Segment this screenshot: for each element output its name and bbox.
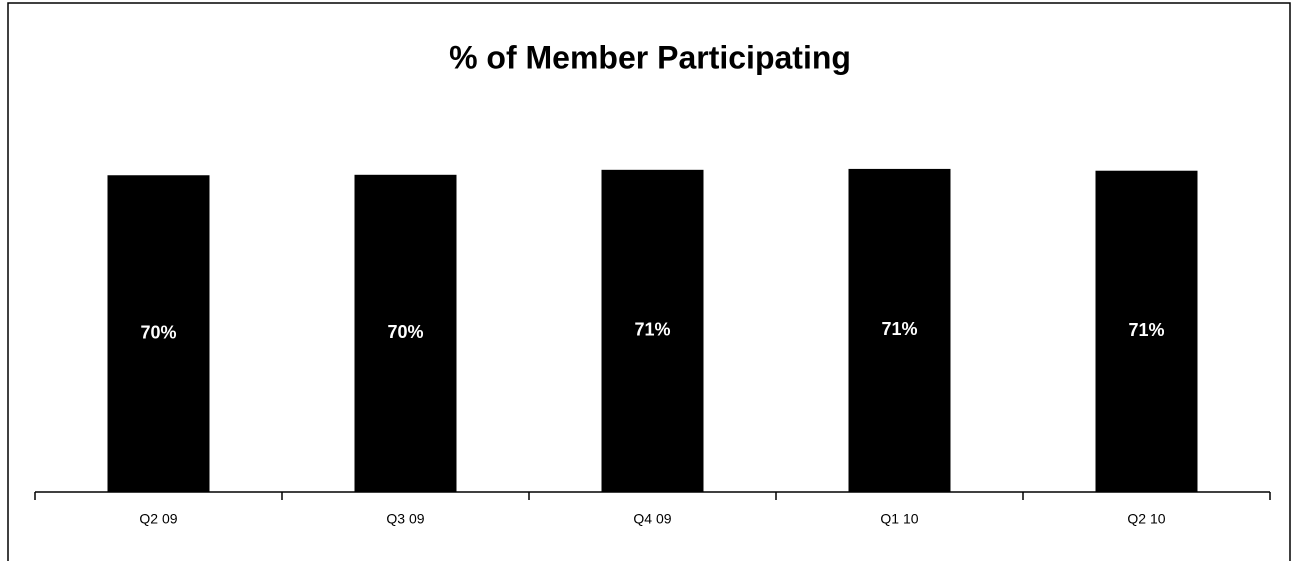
bar — [354, 174, 457, 493]
chart-title: % of Member Participating — [449, 39, 851, 75]
value-label: 71% — [1128, 320, 1164, 340]
bar — [1095, 170, 1198, 492]
x-tick-label: Q4 09 — [633, 511, 671, 527]
value-label: 70% — [140, 322, 176, 342]
bar — [601, 169, 704, 492]
bar — [848, 168, 951, 493]
x-tick-label: Q2 09 — [139, 511, 177, 527]
chart-frame — [7, 2, 1291, 561]
value-label: 71% — [881, 319, 917, 339]
x-tick-label: Q1 10 — [880, 511, 918, 527]
bar — [107, 175, 210, 492]
value-label: 71% — [634, 320, 670, 340]
x-tick-label: Q2 10 — [1127, 511, 1165, 527]
x-tick-label: Q3 09 — [386, 511, 424, 527]
value-label: 70% — [387, 322, 423, 342]
